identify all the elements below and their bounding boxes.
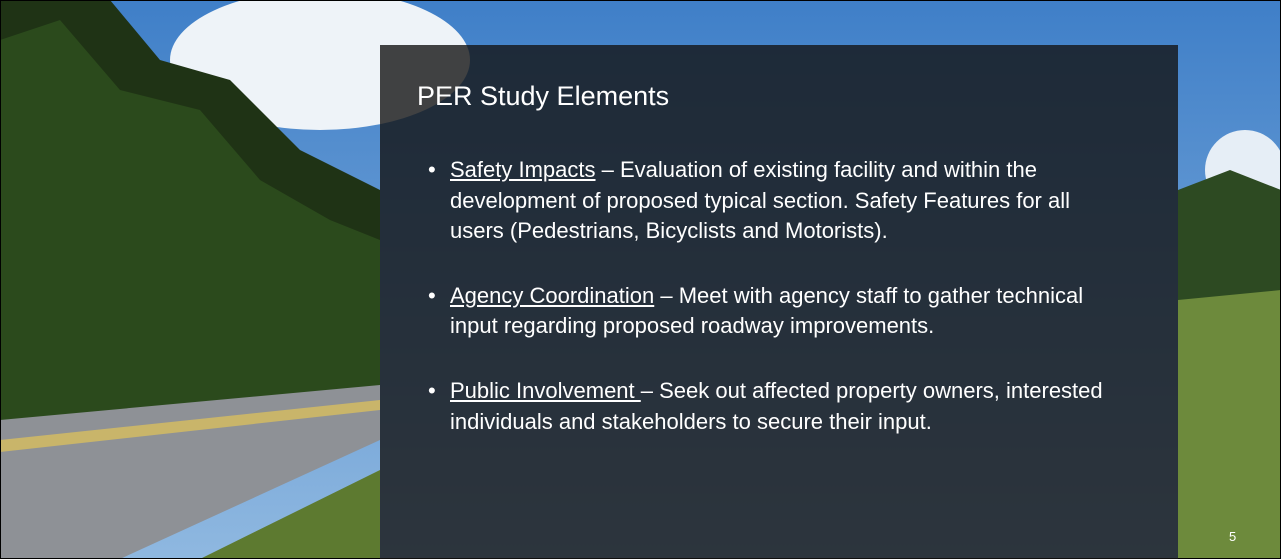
text-panel: PER Study Elements Safety Impacts – Eval… bbox=[380, 45, 1178, 559]
bullet-item: Agency Coordination – Meet with agency s… bbox=[428, 281, 1108, 342]
bullet-term: Safety Impacts bbox=[450, 157, 596, 182]
bullet-list: Safety Impacts – Evaluation of existing … bbox=[428, 155, 1108, 471]
slide: PER Study Elements Safety Impacts – Eval… bbox=[0, 0, 1281, 559]
page-number: 5 bbox=[1229, 529, 1236, 544]
slide-title: PER Study Elements bbox=[417, 81, 669, 112]
bullet-item: Public Involvement – Seek out affected p… bbox=[428, 376, 1108, 437]
bullet-term: Public Involvement bbox=[450, 378, 641, 403]
bullet-item: Safety Impacts – Evaluation of existing … bbox=[428, 155, 1108, 247]
bullet-term: Agency Coordination bbox=[450, 283, 654, 308]
